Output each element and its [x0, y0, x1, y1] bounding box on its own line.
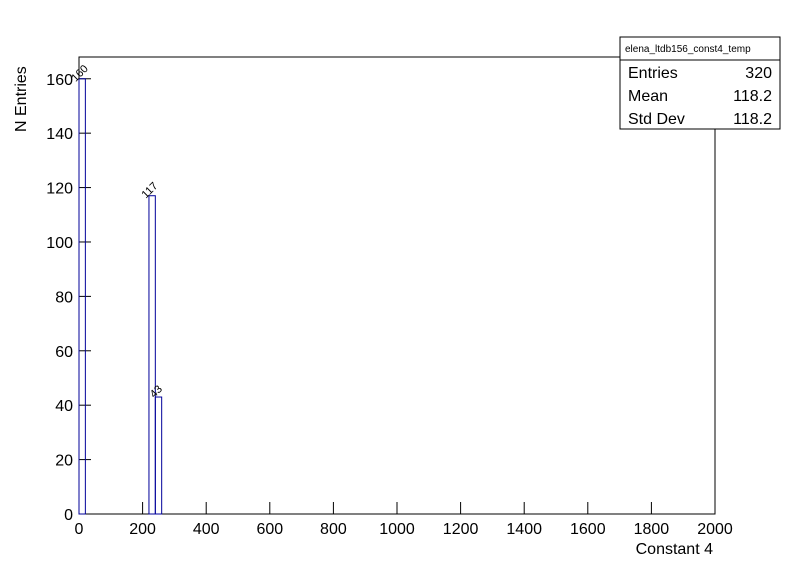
- y-tick-label: 0: [64, 507, 73, 524]
- bar: [78, 78, 86, 515]
- stats-value: 118.2: [733, 111, 772, 128]
- x-tick-label: 200: [129, 521, 156, 538]
- x-tick-label: 1800: [634, 521, 670, 538]
- y-tick-label: 80: [55, 289, 73, 306]
- x-tick-label: 0: [75, 521, 84, 538]
- y-tick-label: 20: [55, 453, 73, 470]
- y-axis-title: N Entries: [13, 66, 30, 132]
- x-tick-label: 400: [193, 521, 220, 538]
- stats-value: 320: [745, 65, 772, 82]
- stats-title: elena_ltdb156_const4_temp: [625, 44, 751, 55]
- x-tick-label: 600: [256, 521, 283, 538]
- x-tick-label: 2000: [697, 521, 733, 538]
- x-tick-label: 1400: [506, 521, 542, 538]
- stats-box: elena_ltdb156_const4_temp: [619, 36, 781, 130]
- y-tick-label: 120: [46, 181, 73, 198]
- y-tick-label: 160: [46, 72, 73, 89]
- bar: [148, 195, 156, 515]
- x-axis-title: Constant 4: [636, 541, 713, 558]
- stats-label: Entries: [628, 65, 678, 82]
- y-tick-label: 140: [46, 126, 73, 143]
- y-tick-label: 60: [55, 344, 73, 361]
- bar: [154, 396, 163, 515]
- x-tick-label: 1000: [379, 521, 415, 538]
- x-tick-label: 1600: [570, 521, 606, 538]
- x-tick-label: 800: [320, 521, 347, 538]
- y-tick-label: 40: [55, 398, 73, 415]
- x-tick-label: 1200: [443, 521, 479, 538]
- stats-label: Std Dev: [628, 111, 685, 128]
- stats-label: Mean: [628, 88, 668, 105]
- y-tick-label: 100: [46, 235, 73, 252]
- stats-value: 118.2: [733, 88, 772, 105]
